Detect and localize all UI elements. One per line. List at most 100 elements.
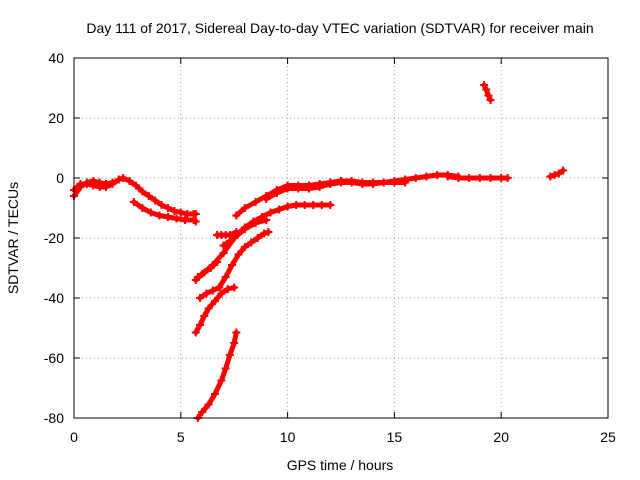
- data-point: [433, 171, 442, 179]
- data-point: [138, 204, 147, 212]
- data-point: [230, 283, 239, 292]
- data-point: [102, 180, 111, 188]
- data-point: [202, 289, 211, 298]
- data-point: [465, 174, 474, 182]
- data-point: [260, 229, 269, 238]
- series-arc-8: [191, 283, 239, 337]
- data-point: [475, 174, 484, 182]
- data-point: [369, 180, 378, 188]
- data-point: [249, 217, 258, 226]
- x-axis-label: GPS time / hours: [287, 457, 394, 473]
- data-point: [210, 390, 219, 398]
- data-point: [283, 184, 292, 193]
- data-point: [191, 328, 200, 337]
- series-line: [195, 330, 239, 421]
- y-tick-label: 40: [48, 50, 64, 66]
- data-point: [221, 364, 230, 373]
- data-point: [114, 175, 123, 184]
- data-point: [379, 178, 388, 187]
- data-point: [225, 237, 234, 245]
- data-point: [480, 81, 489, 89]
- series-arc-12: [262, 171, 463, 203]
- series-line: [481, 82, 493, 103]
- data-point: [247, 238, 256, 247]
- data-point: [219, 249, 228, 257]
- data-point: [240, 243, 249, 251]
- data-point: [191, 210, 200, 218]
- data-point: [217, 376, 226, 385]
- data-point: [234, 250, 243, 259]
- y-tick-label: -60: [44, 350, 64, 366]
- data-point: [200, 312, 209, 320]
- data-point: [266, 208, 275, 217]
- data-point: [443, 172, 452, 181]
- series-line: [195, 259, 220, 280]
- x-tick-label: 25: [600, 429, 616, 445]
- y-tick-label: -40: [44, 290, 64, 306]
- data-point: [163, 213, 172, 221]
- series-arc-13: [443, 172, 512, 182]
- data-point: [503, 174, 512, 182]
- series-arc-15: [546, 166, 568, 181]
- data-point: [198, 408, 207, 416]
- y-tick-label: 0: [56, 170, 64, 186]
- data-point: [358, 180, 367, 188]
- data-point: [294, 184, 303, 193]
- data-point: [82, 178, 91, 187]
- data-point: [326, 201, 335, 209]
- data-point: [125, 177, 134, 185]
- data-point: [390, 177, 399, 185]
- data-point: [138, 187, 147, 196]
- data-point: [129, 198, 138, 206]
- data-point: [559, 166, 568, 175]
- series-arc-10: [219, 201, 335, 250]
- data-point: [210, 297, 219, 305]
- data-point: [119, 174, 128, 182]
- data-point: [326, 180, 335, 188]
- series-arc-6: [193, 258, 222, 281]
- data-point: [95, 178, 104, 187]
- data-point: [215, 283, 224, 292]
- x-tick-label: 5: [177, 429, 185, 445]
- data-point: [272, 189, 281, 197]
- data-point: [232, 231, 241, 239]
- data-point: [401, 175, 410, 184]
- data-point: [172, 214, 181, 223]
- data-point: [257, 213, 266, 221]
- x-tick-label: 10: [280, 429, 296, 445]
- data-point: [217, 289, 226, 298]
- series-arc-3: [129, 198, 200, 226]
- y-tick-label: -20: [44, 230, 64, 246]
- data-point: [347, 178, 356, 187]
- data-point: [292, 201, 301, 209]
- data-point: [196, 321, 205, 329]
- data-point: [482, 85, 491, 94]
- data-point: [484, 91, 493, 100]
- series-layer: [70, 81, 568, 422]
- data-point: [283, 202, 292, 211]
- data-point: [317, 201, 326, 209]
- data-point: [264, 228, 273, 236]
- data-point: [89, 177, 98, 185]
- data-point: [200, 268, 209, 277]
- plot-frame: [73, 57, 609, 419]
- data-point: [206, 264, 215, 272]
- data-point: [157, 201, 166, 209]
- x-tick-label: 15: [387, 429, 403, 445]
- data-point: [146, 208, 155, 217]
- data-point: [181, 216, 190, 224]
- data-point: [170, 207, 179, 215]
- data-point: [219, 241, 228, 250]
- grid: [74, 58, 608, 418]
- data-point: [411, 174, 420, 182]
- data-point: [176, 208, 185, 217]
- series-arc-7: [196, 228, 273, 302]
- data-point: [191, 217, 200, 226]
- data-point: [240, 204, 249, 212]
- data-point: [204, 304, 213, 313]
- chart-title: Day 111 of 2017, Sidereal Day-to-day VTE…: [86, 20, 593, 36]
- data-point: [304, 184, 313, 193]
- data-point: [422, 172, 431, 181]
- data-point: [300, 201, 309, 209]
